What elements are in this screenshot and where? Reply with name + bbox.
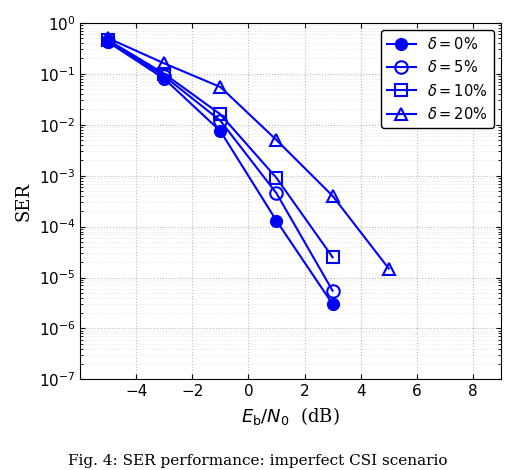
Legend: $\delta = 0\%$, $\delta = 5\%$, $\delta = 10\%$, $\delta = 20\%$: $\delta = 0\%$, $\delta = 5\%$, $\delta … [381,30,494,128]
$\delta = 20\%$ [385,266,392,271]
$\delta = 10\%$ [217,111,223,117]
$\delta = 5\%$ [217,118,223,124]
$\delta = 5\%$ [105,38,111,44]
$\delta = 5\%$ [330,288,336,294]
$\delta = 0\%$ [105,39,111,45]
X-axis label: $E_{\mathrm{b}}/N_0$  (dB): $E_{\mathrm{b}}/N_0$ (dB) [241,405,340,427]
$\delta = 20\%$ [330,193,336,199]
$\delta = 10\%$ [273,175,280,181]
$\delta = 10\%$ [161,71,167,77]
$\delta = 5\%$ [161,73,167,79]
$\delta = 0\%$ [273,218,280,224]
$\delta = 20\%$ [273,137,280,143]
$\delta = 0\%$ [330,301,336,307]
Line: $\delta = 5\%$: $\delta = 5\%$ [102,35,339,297]
$\delta = 5\%$ [273,190,280,196]
Line: $\delta = 0\%$: $\delta = 0\%$ [103,37,338,310]
Line: $\delta = 10\%$: $\delta = 10\%$ [103,34,338,263]
$\delta = 20\%$ [161,61,167,66]
$\delta = 0\%$ [161,76,167,81]
Text: Fig. 4: SER performance: imperfect CSI scenario: Fig. 4: SER performance: imperfect CSI s… [68,454,448,468]
$\delta = 20\%$ [105,35,111,41]
Line: $\delta = 20\%$: $\delta = 20\%$ [102,32,395,275]
$\delta = 10\%$ [105,37,111,43]
$\delta = 0\%$ [217,128,223,134]
$\delta = 10\%$ [330,254,336,260]
$\delta = 20\%$ [217,84,223,90]
Y-axis label: SER: SER [15,181,33,220]
